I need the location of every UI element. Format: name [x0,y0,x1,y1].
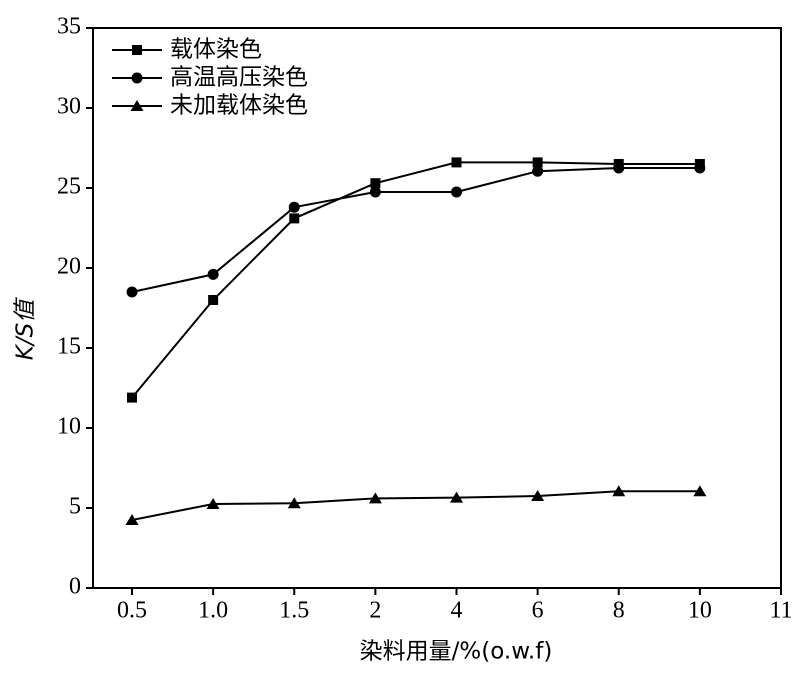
y-tick-label: 25 [57,174,81,200]
x-tick-label: 11 [769,598,792,624]
series-line [131,490,700,521]
marker [693,485,707,497]
marker [127,392,137,403]
x-tick-label: 10 [688,598,712,624]
y-tick-label: 15 [57,334,81,360]
x-tick-label: 6 [532,598,544,624]
marker [208,295,219,305]
y-axis-label: K/S值 [13,297,39,360]
marker [125,514,139,525]
x-tick-label: 8 [613,598,625,624]
y-tick-label: 35 [57,14,81,40]
legend-marker [130,100,144,111]
legend-label: 载体染色 [170,37,262,63]
y-tick-label: 30 [57,94,81,120]
y-tick-label: 0 [69,574,81,600]
marker [288,201,300,213]
x-tick-label: 2 [369,598,381,624]
x-tick-label: 1.5 [279,598,309,624]
legend-label: 未加载体染色 [170,93,308,119]
marker [207,268,219,280]
marker [206,498,220,509]
y-tick-label: 5 [69,494,81,520]
marker [532,157,543,168]
marker [289,213,300,224]
marker [612,485,626,497]
legend-marker [131,72,143,84]
series-line [131,167,700,293]
series-line [131,161,700,399]
marker [451,157,462,168]
x-tick-label: 1.0 [198,598,228,624]
marker [532,165,544,177]
marker [368,492,382,504]
y-tick-label: 20 [57,254,81,280]
marker [287,497,301,509]
x-tick-label: 0.5 [117,598,147,624]
legend-marker [132,45,142,55]
y-tick-label: 10 [57,414,81,440]
marker [126,286,138,298]
marker [694,162,706,174]
marker [369,186,381,198]
marker [370,178,381,189]
x-tick-label: 4 [451,598,463,624]
x-axis-label: 染料用量/%(o.w.f) [360,639,553,665]
marker [451,186,462,198]
marker [450,491,463,503]
legend-label: 高温高压染色 [170,65,308,91]
plot-frame [92,27,782,589]
marker [613,162,625,174]
marker [531,490,545,501]
